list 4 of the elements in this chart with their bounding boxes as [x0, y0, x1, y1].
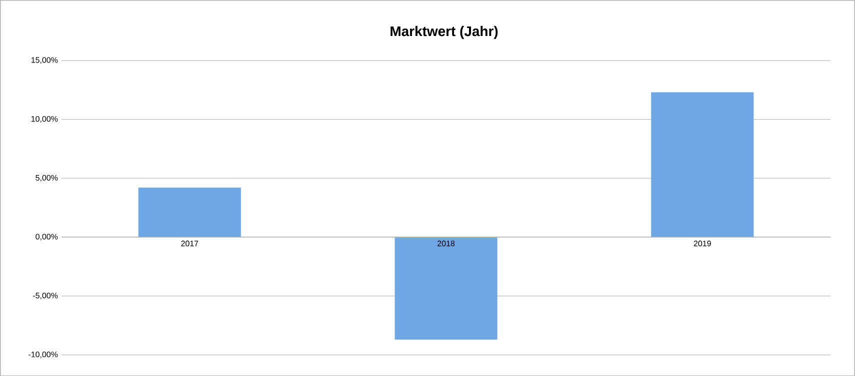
bar — [651, 92, 754, 237]
bar — [138, 188, 241, 237]
bar — [394, 236, 498, 340]
chart-title: Marktwert (Jahr) — [390, 26, 498, 39]
